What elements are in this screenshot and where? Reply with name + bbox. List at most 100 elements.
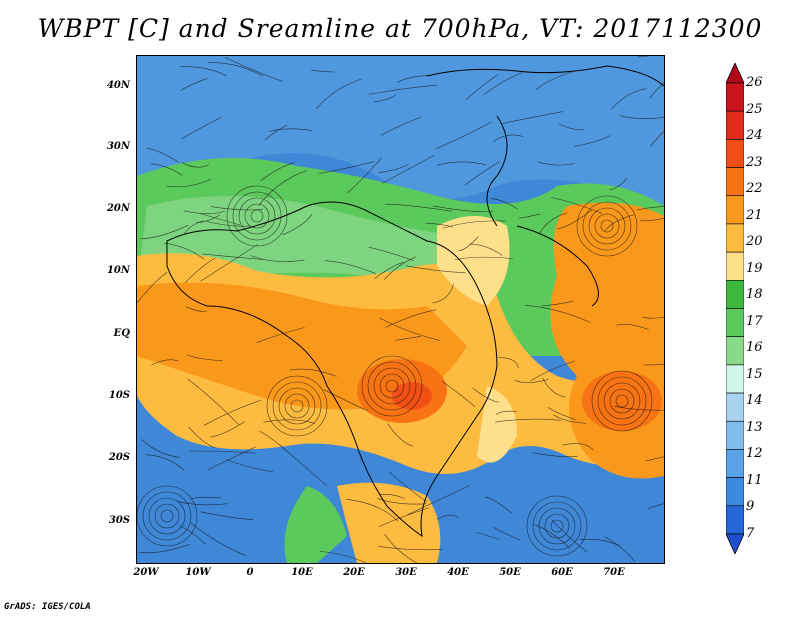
streamline — [469, 243, 503, 256]
streamline-vortex — [588, 207, 626, 245]
streamline — [541, 301, 573, 307]
streamline — [535, 71, 572, 91]
streamline — [263, 419, 316, 424]
lon-label-10w: 10W — [185, 567, 211, 578]
streamline — [609, 177, 627, 191]
colorbar — [726, 63, 744, 554]
streamline-vortex — [361, 355, 423, 417]
streamline — [405, 265, 466, 273]
streamline — [432, 205, 494, 213]
streamline — [226, 459, 274, 473]
colorbar-level-label: 20 — [746, 234, 763, 250]
colorbar-swatch — [726, 420, 744, 450]
colorbar-level-label: 25 — [746, 101, 763, 117]
streamline — [315, 78, 362, 110]
yellow-zone-east-africa — [477, 386, 517, 463]
lat-label-30n: 30N — [106, 141, 130, 152]
streamline — [495, 410, 517, 415]
streamline-vortex — [538, 507, 576, 545]
lon-label-70e: 70E — [603, 567, 625, 578]
streamline — [558, 123, 584, 131]
streamline — [378, 163, 410, 173]
streamline — [619, 115, 664, 119]
streamline-vortex — [597, 376, 647, 426]
north-cool-zone — [137, 56, 664, 206]
map-plot-area — [136, 55, 665, 564]
streamline-vortex — [148, 497, 186, 535]
streamline — [250, 255, 305, 262]
streamline — [368, 84, 438, 95]
streamline — [604, 536, 635, 562]
colorbar-level-label: 16 — [746, 340, 763, 356]
streamline-vortex — [582, 201, 632, 251]
streamline — [138, 544, 190, 553]
east-hot-spot — [582, 371, 662, 431]
colorbar-swatch — [726, 167, 744, 197]
streamline — [501, 111, 564, 124]
streamline — [200, 213, 241, 226]
streamline — [518, 213, 541, 219]
streamline-vortex — [290, 399, 304, 413]
colorbar-level-label: 19 — [746, 260, 763, 276]
streamline-vortex — [154, 503, 180, 529]
streamline — [464, 161, 501, 186]
lon-label-60e: 60E — [551, 567, 573, 578]
streamline — [188, 426, 216, 449]
streamline — [553, 414, 587, 424]
streamline — [140, 224, 189, 239]
lat-label-eq: EQ — [113, 328, 130, 339]
colorbar-top-arrow — [726, 63, 744, 84]
lon-label-20e: 20E — [343, 567, 365, 578]
streamline — [141, 439, 181, 458]
streamline — [484, 496, 513, 514]
coastlines — [166, 65, 664, 538]
colorbar-swatch — [726, 280, 744, 309]
streamline — [187, 378, 240, 426]
streamline — [637, 206, 664, 211]
south-east-cool — [447, 476, 664, 563]
streamline — [642, 316, 664, 319]
streamline — [614, 406, 664, 411]
streamline — [210, 421, 245, 438]
lon-label-0: 0 — [246, 567, 254, 578]
streamline-vortex — [160, 509, 174, 523]
colorbar-level-label: 7 — [746, 526, 755, 541]
streamline-vortex — [244, 203, 270, 229]
streamline — [185, 306, 207, 313]
streamline-vortex — [544, 513, 570, 539]
streamline-vortex — [137, 485, 198, 547]
streamline — [259, 430, 289, 453]
streamline — [574, 135, 611, 147]
colorbar-level-label: 12 — [746, 446, 763, 462]
colorbar-swatch — [726, 477, 744, 507]
streamline — [395, 336, 421, 341]
streamline — [483, 72, 523, 96]
streamline — [324, 260, 377, 274]
streamline — [637, 56, 649, 58]
streamline — [407, 485, 470, 515]
colorbar-level-label: 18 — [746, 287, 763, 303]
streamline — [437, 514, 459, 520]
streamline-vortex — [142, 491, 192, 541]
streamline-vortex — [594, 213, 620, 239]
colorbar-swatch — [726, 195, 744, 225]
streamline — [465, 74, 498, 101]
lon-label-10e: 10E — [291, 567, 313, 578]
streamline — [432, 283, 454, 304]
colorbar-level-label: 11 — [746, 472, 763, 488]
streamline — [579, 538, 620, 546]
colorbar-swatch — [726, 82, 744, 112]
streamline — [442, 220, 506, 229]
colorbar-swatch — [726, 139, 744, 168]
streamline — [203, 399, 262, 426]
colorbar-level-label: 21 — [746, 207, 763, 223]
colorbar-swatch — [726, 364, 744, 394]
streamline-vortex — [600, 219, 614, 233]
streamline — [542, 377, 566, 398]
streamline — [379, 507, 429, 527]
colorbar-level-label: 15 — [746, 366, 763, 382]
streamline — [381, 155, 435, 184]
lat-label-20n: 20N — [106, 203, 130, 214]
colorbar-swatch — [726, 336, 744, 366]
streamline — [442, 381, 476, 407]
